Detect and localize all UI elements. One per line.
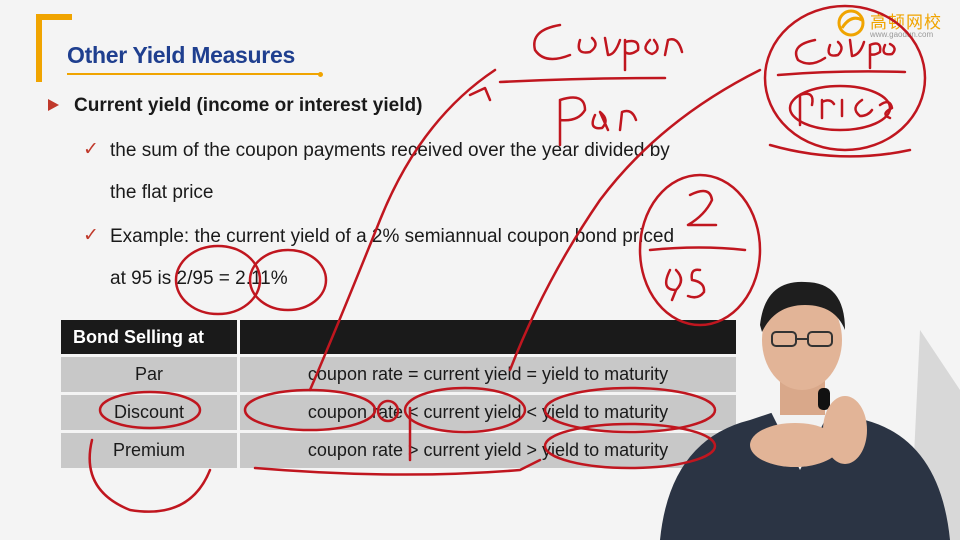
table-header-bond-selling: Bond Selling at	[61, 320, 239, 356]
sub-bullet-definition-line1: the sum of the coupon payments received …	[110, 140, 670, 161]
row-label: Premium	[61, 430, 240, 468]
logo-url: www.gaodun.com	[870, 30, 934, 39]
sub-bullet-example-line1: Example: the current yield of a 2% semia…	[110, 226, 675, 247]
sub-bullet-example-line2: at 95 is 2/95 = 2.11%	[110, 268, 288, 289]
checkmark-icon: ✓	[83, 224, 99, 246]
row-label: Par	[61, 354, 240, 394]
table-row: Discount coupon rate < current yield < y…	[61, 392, 736, 432]
table-header-row: Bond Selling at	[61, 320, 736, 356]
title-bracket	[36, 14, 42, 82]
slide-title: Other Yield Measures	[67, 42, 295, 68]
bond-selling-table: Bond Selling at Par coupon rate = curren…	[61, 320, 736, 468]
title-underline-dot	[318, 72, 323, 77]
bullet-arrow-icon	[48, 99, 59, 111]
gaodun-logo-icon	[837, 9, 865, 37]
table-row: Premium coupon rate > current yield > yi…	[61, 430, 736, 468]
presenter-video	[660, 281, 960, 540]
checkmark-icon: ✓	[83, 138, 99, 160]
bullet-current-yield: Current yield (income or interest yield)	[74, 95, 423, 116]
row-label: Discount	[61, 392, 240, 432]
title-bracket-top	[36, 14, 72, 20]
title-underline	[67, 73, 322, 75]
sub-bullet-definition-line2: the flat price	[110, 182, 214, 203]
table-row: Par coupon rate = current yield = yield …	[61, 354, 736, 394]
